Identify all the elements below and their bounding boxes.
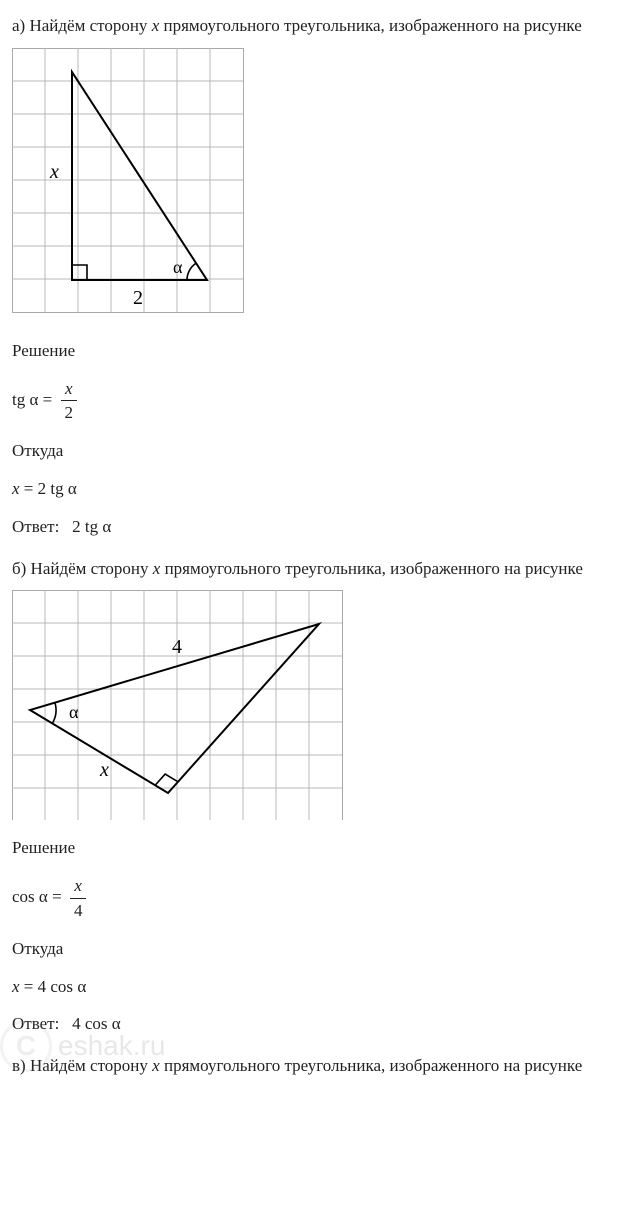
lhs: x [12,977,20,996]
equation-a: tg α = x 2 [12,377,616,426]
num: x [65,379,73,398]
svg-text:x: x [99,759,109,781]
problem-b-prompt: б) Найдём сторону x прямоугольного треуг… [12,557,616,581]
den: 2 [61,401,78,425]
num: 2 [38,479,47,498]
arg: α [77,977,86,996]
answer-label: Ответ: [12,517,59,536]
den: 4 [70,899,87,923]
svg-text:α: α [173,257,183,277]
equation-b: cos α = x 4 [12,874,616,923]
fn: cos [50,977,73,996]
problem-c-prompt: в) Найдём сторону x прямоугольного треуг… [12,1054,616,1078]
text: в) Найдём сторону [12,1056,152,1075]
equals: = [24,479,38,498]
fraction: x 4 [70,874,87,923]
whence-a: Откуда [12,439,616,463]
answer-b: Ответ: 4 cos α [12,1012,616,1036]
result-a: x = 2 tg α [12,477,616,501]
whence-b: Откуда [12,937,616,961]
var-x: x [152,1056,160,1075]
num: x [74,876,82,895]
svg-text:α: α [69,702,79,722]
space [64,1014,73,1033]
num: 4 [38,977,47,996]
svg-text:x: x [49,161,59,183]
text: прямоугольного треугольника, изображенно… [160,1056,583,1075]
answer-label: Ответ: [12,1014,59,1033]
figure-a: α x 2 [12,48,616,323]
fn: cos [12,887,35,906]
svg-text:2: 2 [133,287,143,309]
equals: = [24,977,38,996]
fn: tg [50,479,63,498]
fraction: x 2 [61,377,78,426]
solution-heading-b: Решение [12,836,616,860]
answer-value: 4 cos α [72,1014,121,1033]
figure-b: α 4 x [12,590,616,820]
svg-text:4: 4 [172,636,182,658]
text: прямоугольного треугольника, изображенно… [160,559,583,578]
arg: α [68,479,77,498]
problem-a-prompt: а) Найдём сторону x прямоугольного треуг… [12,14,616,38]
answer-a: Ответ: 2 tg α [12,515,616,539]
fn: tg [12,390,25,409]
solution-heading-a: Решение [12,339,616,363]
arg: α [39,887,48,906]
text: а) Найдём сторону [12,16,152,35]
lhs: x [12,479,20,498]
space [64,517,73,536]
equals: = [52,887,66,906]
arg: α [29,390,38,409]
equals: = [43,390,57,409]
answer-value: 2 tg α [72,517,111,536]
text: прямоугольного треугольника, изображенно… [159,16,582,35]
text: б) Найдём сторону [12,559,153,578]
result-b: x = 4 cos α [12,975,616,999]
